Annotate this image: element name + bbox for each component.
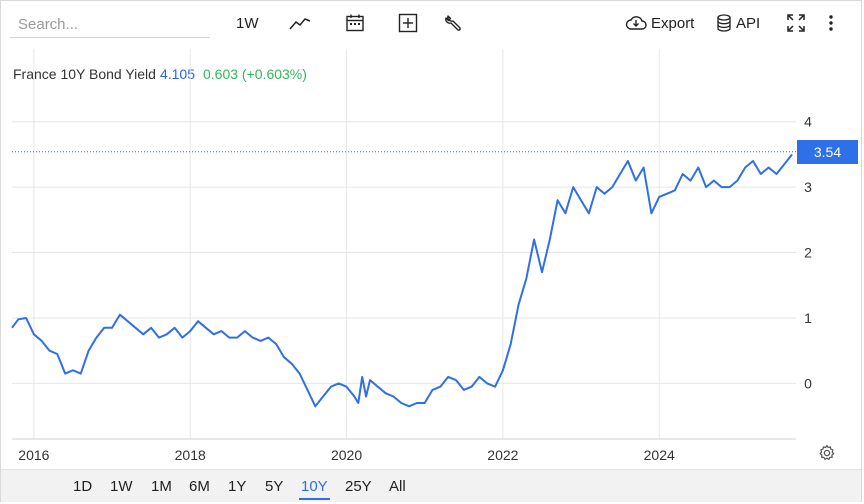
- wrench-icon: [445, 15, 461, 31]
- plus-box-icon: [398, 13, 418, 33]
- current-value-tag: 3.54: [797, 139, 858, 164]
- y-tick-label: 1: [804, 310, 812, 326]
- range-button-25y[interactable]: 25Y: [345, 478, 372, 495]
- export-button[interactable]: Export: [625, 10, 694, 36]
- series-line: [11, 153, 793, 408]
- settings-tool-button[interactable]: [444, 10, 464, 36]
- y-tick-label: 0: [804, 375, 812, 391]
- api-label: API: [736, 14, 761, 32]
- range-button-1w[interactable]: 1W: [110, 478, 133, 495]
- range-button-1y[interactable]: 1Y: [228, 478, 247, 495]
- range-button-6m[interactable]: 6M: [189, 478, 210, 495]
- more-vertical-icon: [829, 15, 833, 31]
- x-tick-label: 2024: [644, 447, 675, 463]
- x-tick-label: 2018: [175, 447, 206, 463]
- cloud-download-icon: [625, 16, 647, 30]
- y-tick-label: 3: [804, 179, 812, 195]
- more-menu-button[interactable]: [826, 10, 836, 36]
- range-button-10y[interactable]: 10Y: [299, 478, 330, 500]
- x-tick-label: 2022: [487, 447, 518, 463]
- add-indicator-button[interactable]: [398, 10, 418, 36]
- database-icon: [717, 14, 731, 32]
- legend-last-value: 4.105: [159, 66, 195, 82]
- range-button-1m[interactable]: 1M: [151, 478, 172, 495]
- toolbar: 1W Export API: [0, 0, 864, 44]
- legend-name: France 10Y Bond Yield: [13, 66, 156, 82]
- range-button-1d[interactable]: 1D: [73, 478, 93, 495]
- line-chart-icon: [289, 18, 311, 30]
- y-tick-label: 2: [804, 245, 812, 261]
- chart-type-button[interactable]: [289, 10, 311, 36]
- range-button-5y[interactable]: 5Y: [265, 478, 284, 495]
- y-tick-label: 4: [804, 114, 812, 130]
- search-input[interactable]: [10, 12, 210, 38]
- export-label: Export: [651, 14, 695, 32]
- gear-icon: [819, 444, 835, 460]
- date-range-button[interactable]: [345, 10, 365, 36]
- range-selector: 1D 1W 1M 6M 1Y 5Y 10Y 25Y All: [1, 469, 861, 502]
- chart-plot[interactable]: 0 1 2 3 4 2016 2018 2020 2022 2024: [0, 44, 864, 469]
- calendar-icon: [346, 14, 364, 32]
- x-tick-label: 2016: [18, 447, 49, 463]
- api-button[interactable]: API: [716, 10, 760, 36]
- legend-change: 0.603 (+0.603%): [203, 66, 307, 82]
- chart-settings-button[interactable]: [818, 444, 836, 467]
- chart-legend: France 10Y Bond Yield 4.105 0.603 (+0.603%…: [13, 66, 307, 82]
- fullscreen-icon: [787, 14, 805, 32]
- interval-label: 1W: [236, 14, 259, 32]
- interval-button[interactable]: 1W: [236, 10, 259, 36]
- x-tick-label: 2020: [331, 447, 362, 463]
- fullscreen-button[interactable]: [786, 10, 806, 36]
- range-button-all[interactable]: All: [389, 478, 406, 495]
